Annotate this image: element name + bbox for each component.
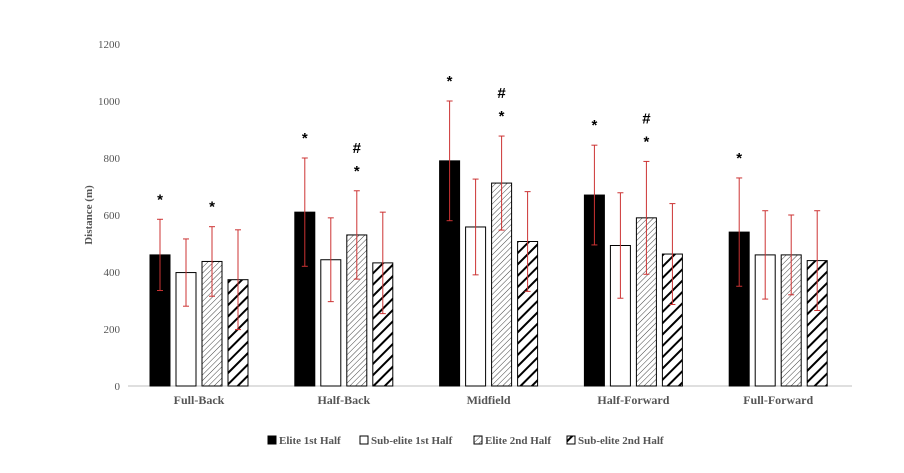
legend-swatch — [566, 435, 576, 445]
significance-mark: * — [209, 199, 215, 216]
significance-mark: * — [157, 191, 163, 208]
legend-swatch — [359, 435, 369, 445]
x-category-label: Full-Back — [174, 393, 225, 407]
significance-mark: * — [447, 73, 453, 90]
y-tick-label: 200 — [104, 324, 121, 336]
significance-mark: * — [354, 163, 360, 180]
legend-label: Sub-elite 1st Half — [371, 435, 453, 447]
significance-mark: * — [591, 117, 597, 134]
y-tick-label: 800 — [104, 153, 121, 165]
legend-swatch — [267, 435, 277, 445]
x-category-label: Midfield — [467, 393, 511, 407]
legend-swatch — [473, 435, 483, 445]
significance-mark: # — [353, 140, 362, 157]
y-tick-label: 400 — [104, 267, 121, 279]
significance-mark: * — [736, 150, 742, 167]
significance-mark: * — [302, 130, 308, 147]
significance-mark: # — [642, 110, 651, 127]
significance-mark: * — [499, 108, 505, 125]
legend-label: Elite 1st Half — [279, 435, 341, 447]
x-category-label: Half-Forward — [597, 393, 669, 407]
legend-label: Sub-elite 2nd Half — [578, 435, 664, 447]
x-category-label: Full-Forward — [743, 393, 813, 407]
y-tick-label: 1000 — [98, 96, 121, 108]
legend-label: Elite 2nd Half — [485, 435, 551, 447]
significance-mark: # — [497, 85, 506, 102]
x-category-label: Half-Back — [317, 393, 370, 407]
y-tick-label: 0 — [115, 381, 121, 393]
y-tick-label: 1200 — [98, 39, 121, 51]
y-tick-label: 600 — [104, 210, 121, 222]
significance-mark: * — [643, 133, 649, 150]
y-axis-title: Distance (m) — [83, 185, 95, 245]
